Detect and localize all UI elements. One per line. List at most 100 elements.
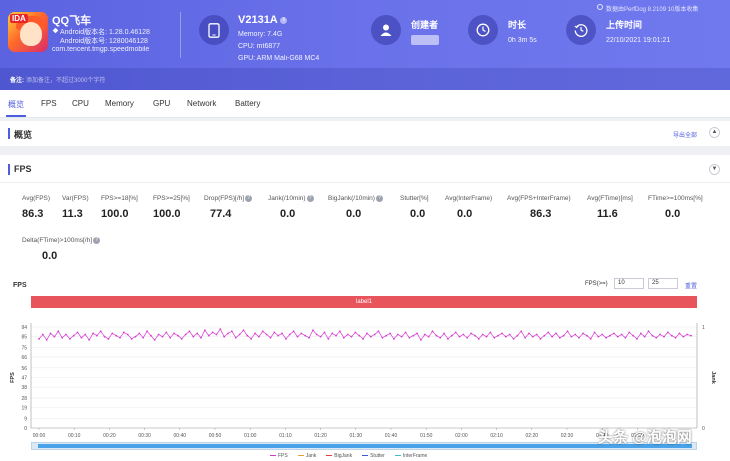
reset-link[interactable]: 重置 <box>685 284 698 290</box>
fps-point <box>61 336 64 339</box>
tab-network[interactable]: Network <box>187 99 217 108</box>
label-bar[interactable]: label1 <box>31 296 697 308</box>
metric-value: 0.0 <box>280 208 296 221</box>
upload-value: 22/10/2021 19:01:21 <box>606 37 671 44</box>
y-tick-label: 28 <box>21 396 27 402</box>
fps-point <box>273 331 276 334</box>
metric-fps-18: FPS>=18[%] 100.0 <box>101 195 138 220</box>
device-info-icon[interactable]: i <box>280 16 288 24</box>
tab-fps[interactable]: FPS <box>41 99 57 108</box>
tab-overview[interactable]: 概览 <box>6 100 26 117</box>
collapse-icon[interactable]: ▼ <box>709 164 720 175</box>
fps-point <box>393 337 395 340</box>
fps-point <box>439 336 442 339</box>
legend-item-stutter[interactable]: Stutter <box>362 453 385 459</box>
fps-point <box>481 333 484 336</box>
fps-point <box>385 334 388 337</box>
help-icon[interactable]: ? <box>245 195 253 202</box>
legend-item-interframe[interactable]: InterFrame <box>394 453 427 459</box>
fps-point <box>45 338 48 341</box>
remark-input[interactable]: 添加备注，不超过3000个字符 <box>26 78 106 84</box>
app-icon-face <box>20 22 42 46</box>
creator-value-redacted <box>411 35 439 45</box>
x-tick-label: 02:30 <box>561 433 574 439</box>
fps-point <box>300 332 303 335</box>
fps-point <box>682 335 685 338</box>
fps-point <box>227 332 229 335</box>
x-tick-label: 02:20 <box>526 433 539 439</box>
fps-point <box>354 331 357 334</box>
fps-point <box>176 334 179 337</box>
metric-label: FPS>=18[%] <box>101 195 138 202</box>
fps-point <box>65 333 67 336</box>
fps-point <box>408 336 411 339</box>
fps-point <box>126 333 129 336</box>
fps-point <box>655 336 658 339</box>
tab-cpu[interactable]: CPU <box>72 99 89 108</box>
fps-point <box>520 330 523 333</box>
fps-point <box>420 338 422 341</box>
fps-point <box>570 335 573 338</box>
x-tick-label: 01:50 <box>420 433 433 439</box>
fps-point <box>612 332 615 335</box>
collection-note: 数据由PerfDog 8.2109 10版本收集 <box>606 7 699 13</box>
tab-bar: 概览 FPS CPU Memory GPU Network Battery <box>0 90 730 118</box>
fps-point <box>346 333 349 336</box>
x-tick-label: 00:20 <box>103 433 116 439</box>
metric-label: BigJank(/10min)? <box>328 195 383 202</box>
fps-threshold-high-input[interactable]: 25 <box>648 278 678 289</box>
metric-drop-fps-h: Drop(FPS)[/h]? 77.4 <box>204 195 253 220</box>
fps-point <box>535 333 538 336</box>
fps-point <box>358 334 361 337</box>
metric-label: Var(FPS) <box>62 195 89 202</box>
fps-point <box>312 329 314 332</box>
legend-swatch <box>394 455 401 457</box>
fps-point <box>423 333 426 336</box>
fps-point <box>485 335 488 338</box>
fps-point <box>578 336 581 339</box>
tab-gpu[interactable]: GPU <box>153 99 171 108</box>
chart-title: FPS <box>13 282 27 289</box>
section-marker <box>8 164 10 175</box>
export-all-link[interactable]: 导出全部 <box>673 133 698 139</box>
scrollbar-thumb[interactable] <box>38 444 692 448</box>
fps-point <box>254 332 256 335</box>
time-scrollbar[interactable] <box>31 442 697 450</box>
legend-item-jank[interactable]: Jank <box>297 453 316 459</box>
fps-point <box>412 334 415 337</box>
header-divider <box>180 12 181 58</box>
app-name: QQ飞车 <box>52 15 92 27</box>
x-tick-label: 02:10 <box>490 433 503 439</box>
scroll-up-icon[interactable]: ▲ <box>709 127 720 138</box>
y-tick-label: 47 <box>21 376 27 382</box>
fps-point <box>516 334 519 337</box>
fps-point <box>474 334 476 337</box>
fps-threshold-low-input[interactable]: 10 <box>614 278 644 289</box>
metric-ftime-100ms: FTime>=100ms[%] 0.0 <box>648 195 703 220</box>
legend-item-bigjank[interactable]: BigJank <box>326 453 352 459</box>
legend-item-fps[interactable]: FPS <box>270 453 288 459</box>
fps-point <box>242 329 245 332</box>
help-icon[interactable]: ? <box>306 195 314 202</box>
tab-battery[interactable]: Battery <box>235 99 261 108</box>
android-version-name: Android版本名: 1.28.0.46128 <box>60 29 150 36</box>
fps-point <box>335 334 337 337</box>
x-tick-label: 01:40 <box>385 433 398 439</box>
fps-point <box>427 335 430 338</box>
fps-section-title: FPS <box>14 164 32 174</box>
fps-point <box>281 332 283 335</box>
metric-avg-fps-interframe: Avg(FPS+InterFrame) 86.3 <box>507 195 571 220</box>
fps-point <box>497 334 500 337</box>
remark-bar[interactable]: 备注: 添加备注，不超过3000个字符 <box>0 68 730 90</box>
x-tick-label: 02:00 <box>455 433 468 439</box>
help-icon[interactable]: ? <box>375 195 383 202</box>
metric-value: 0.0 <box>665 208 681 220</box>
fps-point <box>651 334 654 337</box>
fps-point <box>142 336 145 339</box>
fps-point <box>200 336 202 339</box>
help-icon[interactable]: ? <box>93 237 101 244</box>
fps-point <box>192 335 195 338</box>
metric-value: 0.0 <box>457 208 473 220</box>
tab-memory[interactable]: Memory <box>105 99 134 108</box>
fps-point <box>38 337 40 340</box>
